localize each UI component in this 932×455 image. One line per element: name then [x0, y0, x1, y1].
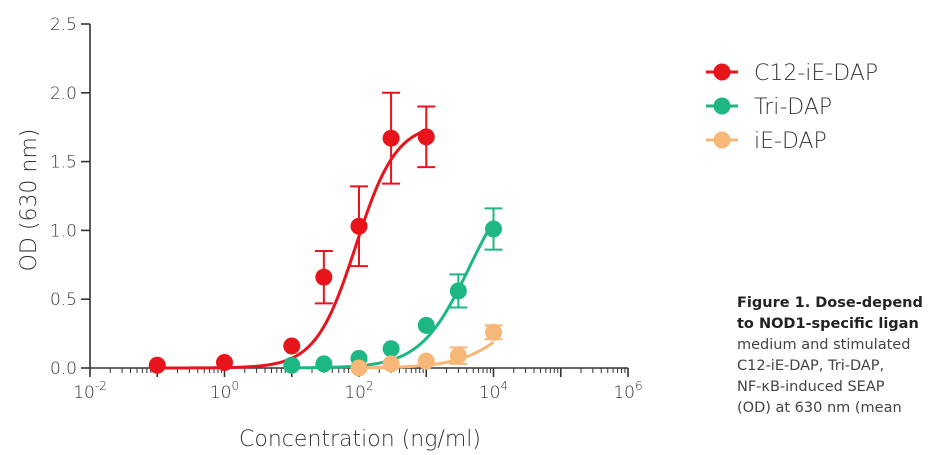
x-tick-label: 106	[613, 379, 642, 403]
y-tick-label: 1.5	[50, 153, 77, 173]
data-point	[417, 128, 435, 146]
legend-label: Tri-DAP	[754, 95, 832, 120]
x-tick-label: 104	[479, 379, 508, 403]
data-point	[449, 282, 467, 300]
y-tick-label: 0.0	[50, 359, 77, 379]
data-point	[382, 355, 400, 373]
fit-curve-1	[157, 128, 427, 370]
legend-label: iE-DAP	[754, 129, 827, 154]
data-point	[350, 359, 368, 377]
data-point	[382, 340, 400, 358]
data-point	[417, 316, 435, 334]
x-tick-label: 102	[344, 379, 373, 403]
y-tick-label: 2.5	[50, 15, 77, 35]
y-tick-label: 2.0	[50, 84, 77, 104]
x-axis-title: Concentration (ng/ml)	[239, 427, 481, 452]
data-point	[283, 356, 301, 374]
data-point	[216, 353, 233, 371]
legend-marker	[713, 63, 731, 81]
error-bars	[314, 91, 503, 365]
caption-title-line-2: to NOD1-specific ligan	[737, 316, 919, 332]
y-tick-label: 0.5	[50, 290, 77, 310]
caption-body-line-4: (OD) at 630 nm (mean	[737, 400, 902, 416]
figure-caption: Figure 1. Dose-depend to NOD1-specific l…	[737, 293, 932, 419]
fit-curves	[157, 128, 495, 370]
data-point	[417, 352, 435, 370]
y-tick-label: 1.0	[50, 221, 77, 241]
legend-marker	[713, 97, 731, 115]
data-point	[148, 356, 166, 374]
axes: 0.0 0.5 1.0 1.5 2.0 2.5 10-2 100 102 104 106	[50, 15, 643, 403]
data-point	[315, 355, 333, 373]
caption-body-line-3: NF-κB-induced SEAP	[737, 379, 885, 395]
legend-marker	[713, 131, 731, 149]
x-tick-label: 10-2	[73, 379, 107, 403]
x-tick-label: 100	[210, 379, 239, 403]
legend: C12-iE-DAP Tri-DAP iE-DAP	[706, 61, 878, 154]
caption-body-line-2: C12-iE-DAP, Tri-DAP,	[737, 358, 885, 374]
data-point	[485, 220, 502, 238]
data-point	[315, 268, 333, 286]
data-point	[283, 337, 301, 355]
legend-label: C12-iE-DAP	[754, 61, 878, 86]
y-axis-title: OD (630 nm)	[17, 129, 42, 272]
caption-body-line-1: medium and stimulated	[737, 337, 911, 353]
data-point	[350, 217, 368, 235]
data-point	[485, 323, 502, 341]
data-point	[382, 129, 400, 147]
data-points	[148, 128, 502, 377]
caption-title-line-1: Figure 1. Dose-depend	[737, 295, 923, 311]
data-point	[449, 347, 467, 365]
